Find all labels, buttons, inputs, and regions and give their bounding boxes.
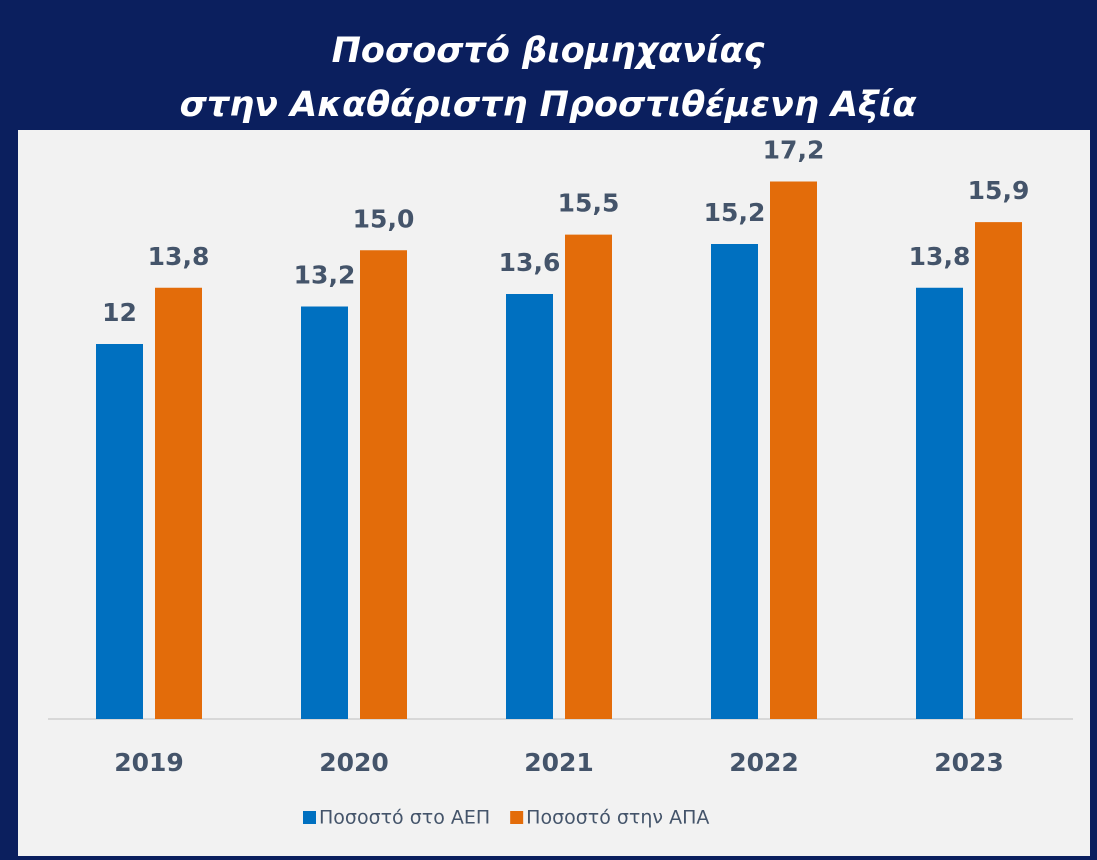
x-tick-label: 2023 [934,748,1004,777]
data-label: 13,2 [294,261,356,290]
data-label: 15,0 [353,204,415,233]
x-tick-label: 2022 [729,748,799,777]
bar [565,234,612,719]
data-label: 12 [102,298,137,327]
bar [975,222,1022,719]
bar [155,287,202,719]
data-label: 15,9 [968,176,1030,205]
x-tick-label: 2021 [524,748,594,777]
bar [96,344,143,719]
bar [360,250,407,719]
data-label: 13,6 [499,248,561,277]
legend-swatch [510,811,524,824]
data-label: 13,8 [148,242,210,271]
chart-title: Ποσοστό βιομηχανίας [332,31,765,71]
bar [301,306,348,719]
bar [916,287,963,719]
bar [770,181,817,719]
x-tick-label: 2020 [319,748,389,777]
chart-title: στην Ακαθάριστη Προστιθέμενη Αξία [180,85,918,125]
data-label: 13,8 [909,242,971,271]
data-label: 15,2 [704,198,766,227]
data-label: 15,5 [558,189,620,218]
x-tick-label: 2019 [114,748,184,777]
data-label: 17,2 [763,136,825,165]
legend-swatch [303,811,316,824]
legend-label: Ποσοστό στο ΑΕΠ [319,807,490,829]
bar [711,244,758,719]
bar [506,294,553,719]
legend-label: Ποσοστό στην ΑΠΑ [526,807,709,829]
